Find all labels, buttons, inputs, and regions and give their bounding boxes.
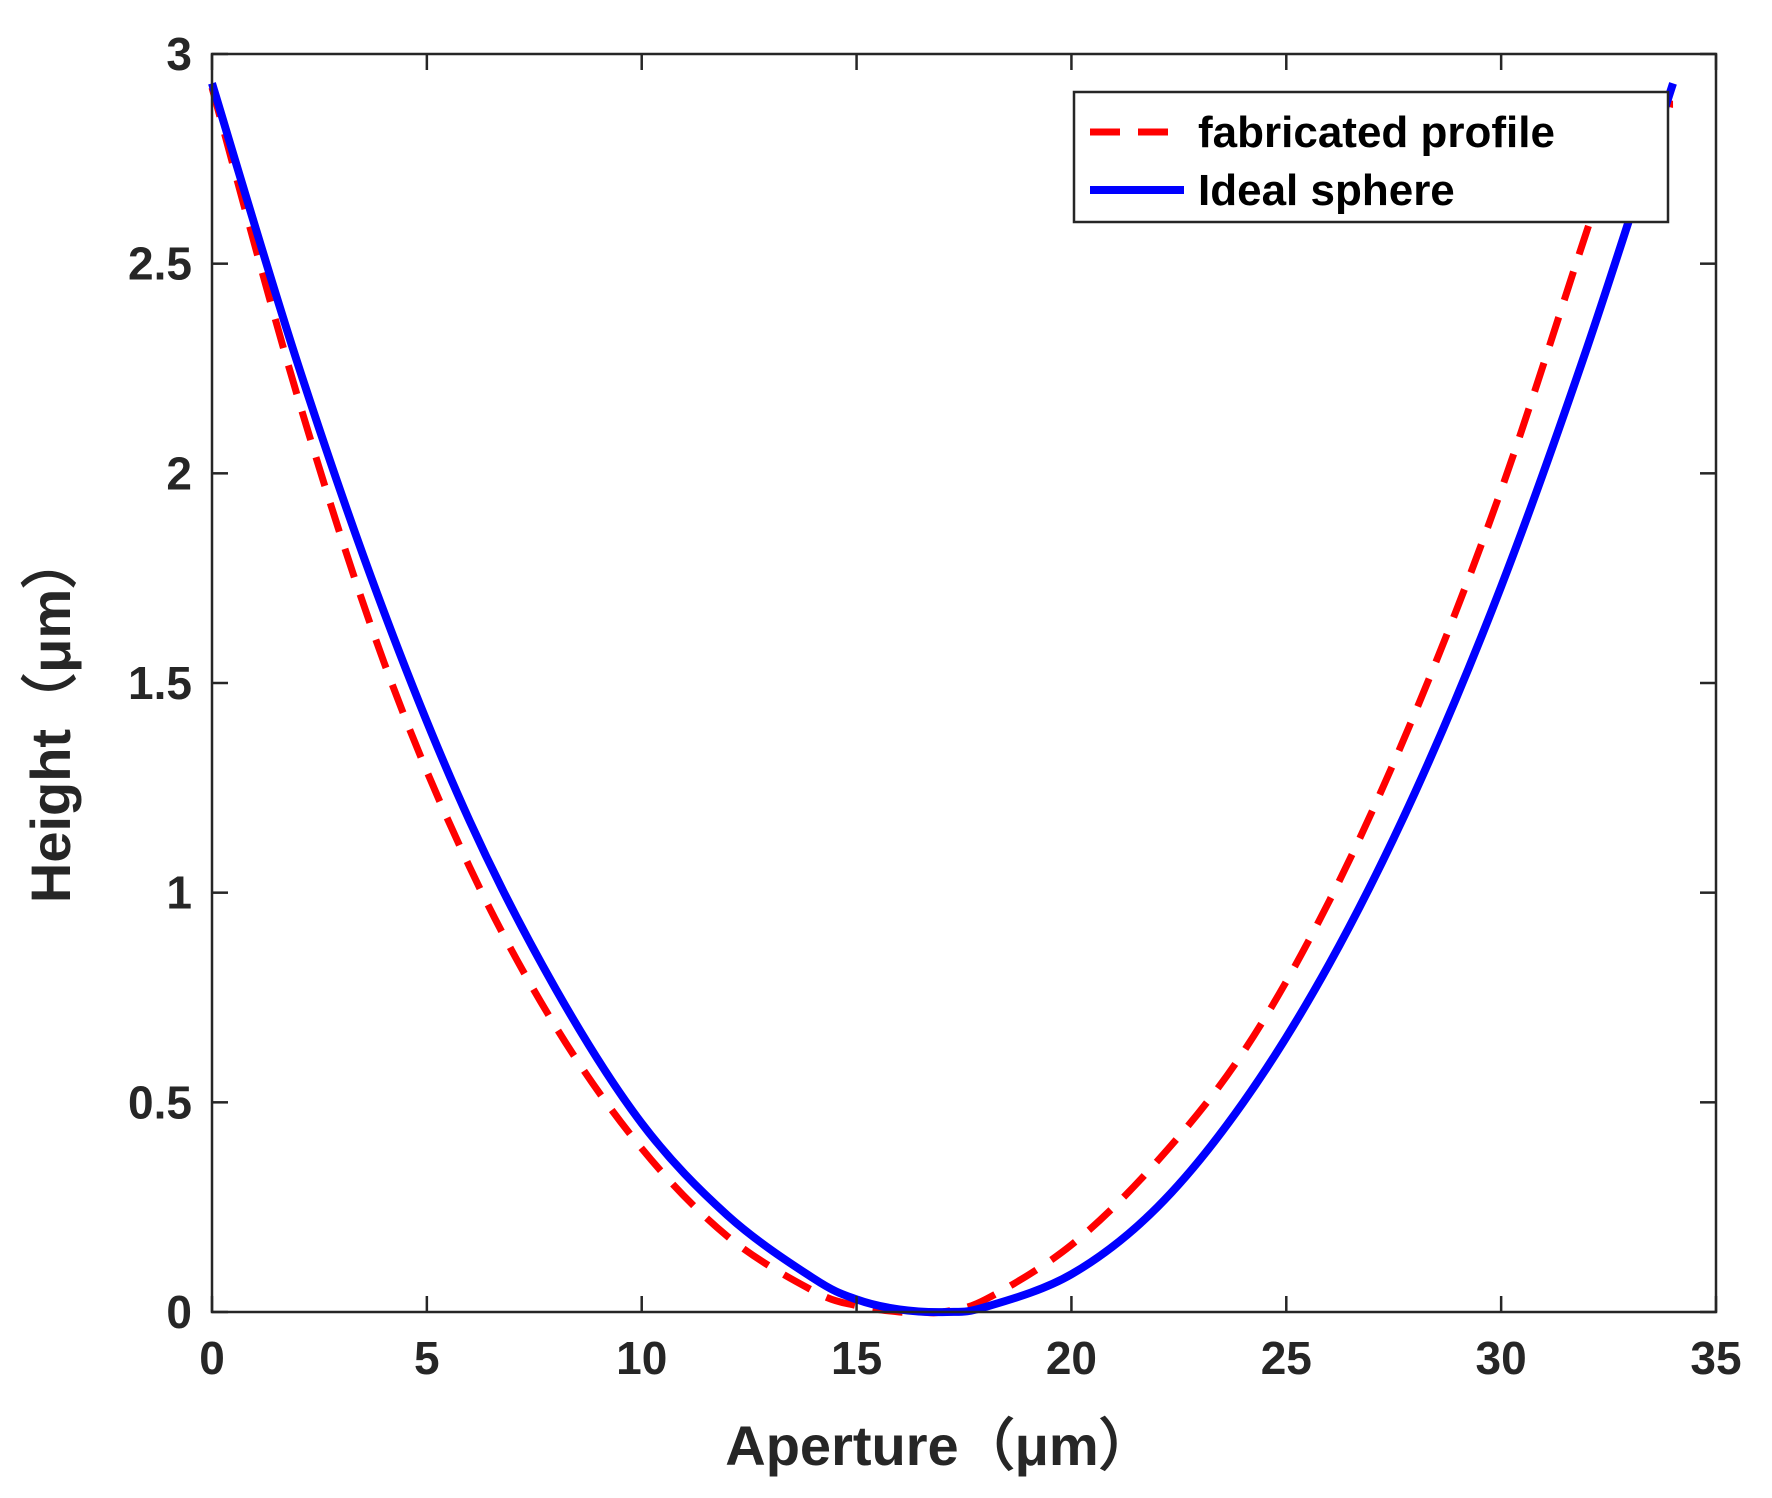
y-tick-label: 1 — [166, 867, 192, 919]
y-tick-label: 3 — [166, 28, 192, 80]
legend-label: Ideal sphere — [1198, 166, 1455, 215]
y-tick-label: 2 — [166, 447, 192, 499]
x-tick-label: 20 — [1046, 1332, 1097, 1384]
y-tick-label: 0 — [166, 1286, 192, 1338]
y-tick-label: 0.5 — [128, 1076, 192, 1128]
axes: 0 5 10 15 20 25 30 35 0 0.5 1 1.5 2 2.5 3 — [128, 28, 1742, 1384]
x-axis-label: Aperture（μm） — [725, 1414, 1154, 1477]
x-tick-label: 25 — [1261, 1332, 1312, 1384]
x-tick-label: 30 — [1476, 1332, 1527, 1384]
legend: fabricated profile Ideal sphere — [1072, 90, 1670, 224]
y-axis-label: Height（μm） — [19, 533, 82, 903]
legend-label: fabricated profile — [1198, 108, 1555, 157]
x-tick-label: 35 — [1690, 1332, 1741, 1384]
x-tick-label: 10 — [616, 1332, 667, 1384]
x-tick-label: 0 — [199, 1332, 225, 1384]
y-tick-label: 2.5 — [128, 238, 192, 290]
legend-box — [1072, 90, 1670, 224]
x-tick-label: 15 — [831, 1332, 882, 1384]
x-tick-label: 5 — [414, 1332, 440, 1384]
y-tick-label: 1.5 — [128, 657, 192, 709]
